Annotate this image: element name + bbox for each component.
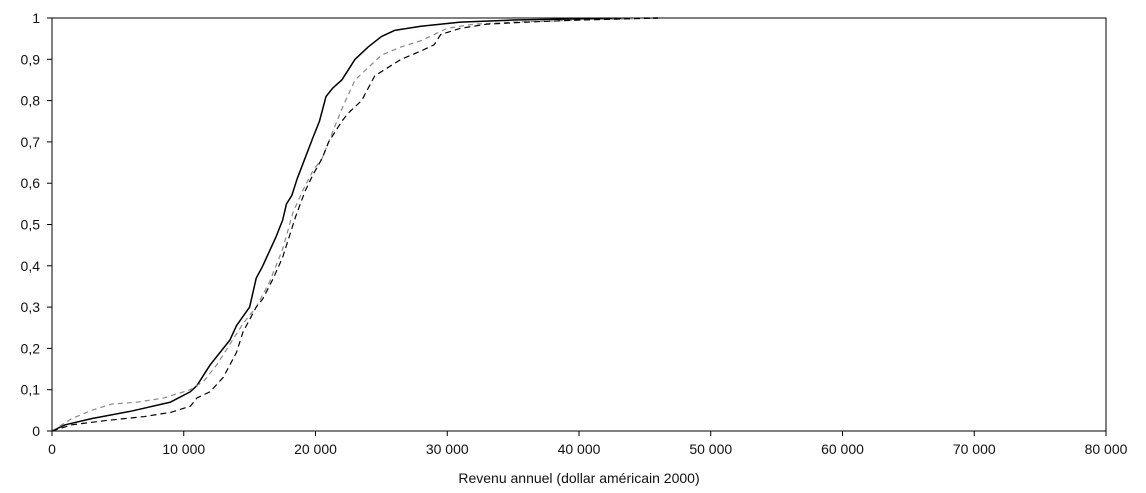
y-tick-label: 0,6	[21, 175, 41, 191]
x-tick-label: 10 000	[162, 441, 205, 457]
x-tick-label: 80 000	[1085, 441, 1128, 457]
y-tick-label: 0,9	[21, 51, 41, 67]
y-tick-label: 0,5	[21, 217, 41, 233]
plot-frame	[51, 17, 1107, 432]
x-tick-label: 20 000	[294, 441, 337, 457]
y-axis: 0 0,1 0,2 0,3 0,4 0,5 0,6 0,7 0,8 0,9 1	[21, 10, 52, 439]
y-tick-label: 0	[32, 423, 40, 439]
series-line-2	[51, 17, 659, 432]
y-tick-label: 0,2	[21, 340, 41, 356]
x-tick-label: 70 000	[953, 441, 996, 457]
y-tick-label: 0,8	[21, 93, 41, 109]
y-tick-label: 0,4	[21, 258, 41, 274]
x-tick-label: 60 000	[821, 441, 864, 457]
series-group	[51, 17, 659, 432]
x-tick-label: 40 000	[558, 441, 601, 457]
y-tick-label: 0,1	[21, 382, 41, 398]
plot-area	[51, 17, 1107, 432]
x-tick-label: 0	[48, 441, 56, 457]
series-line-1	[51, 17, 659, 432]
x-axis-title: Revenu annuel (dollar américain 2000)	[458, 470, 699, 486]
y-tick-label: 1	[32, 10, 40, 26]
series-line-3	[51, 17, 659, 432]
y-tick-label: 0,3	[21, 299, 41, 315]
x-tick-label: 50 000	[689, 441, 732, 457]
x-tick-label: 30 000	[426, 441, 469, 457]
y-tick-label: 0,7	[21, 134, 41, 150]
x-axis: 0 10 000 20 000 30 000 40 000 50 000 60 000 70 …	[48, 431, 1128, 457]
